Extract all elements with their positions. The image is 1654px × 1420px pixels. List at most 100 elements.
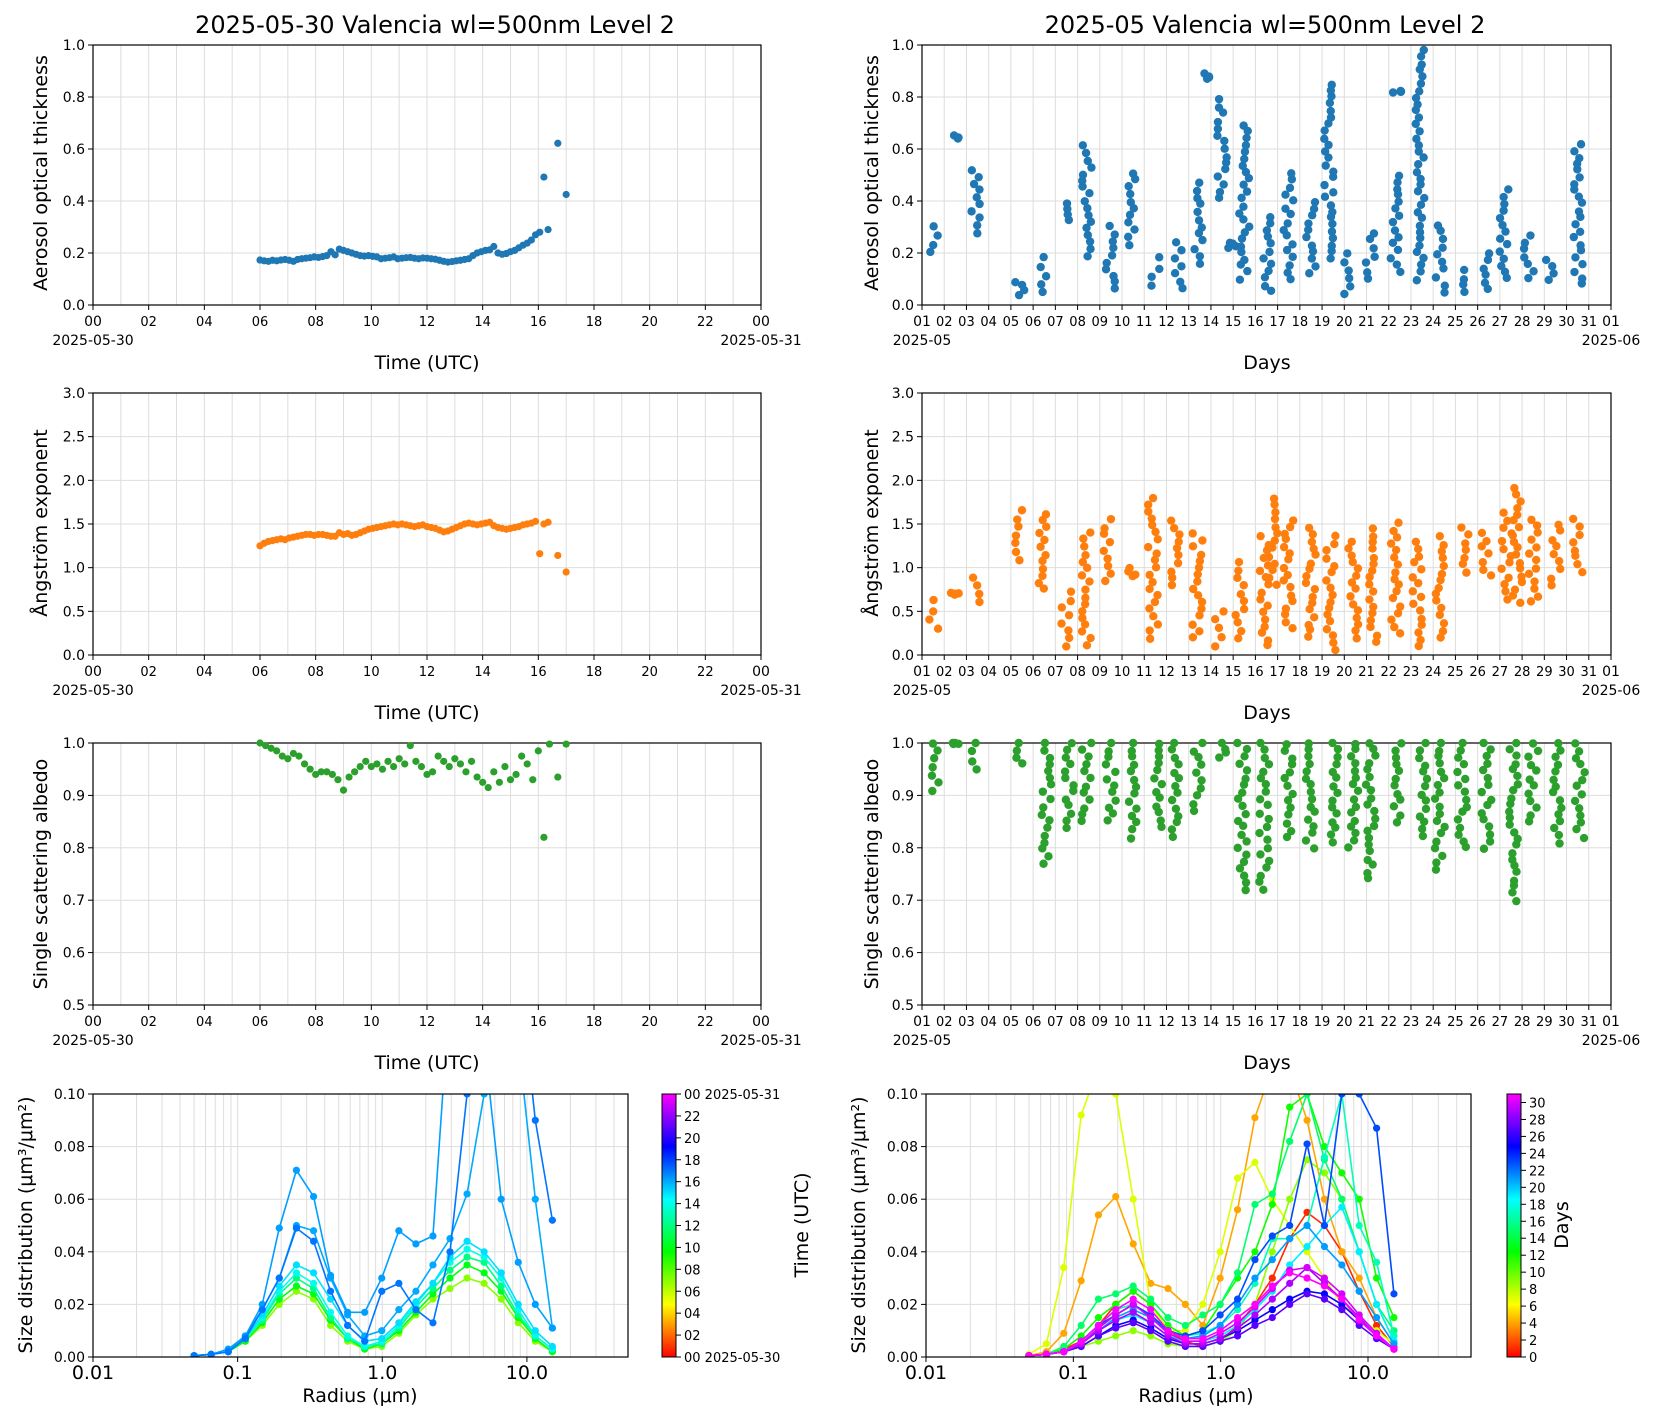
x-tick-label: 18 (1292, 1015, 1309, 1030)
size-series-point (481, 1038, 488, 1045)
y-tick-label: 1.0 (892, 736, 914, 752)
title-left: 2025-05-30 Valencia wl=500nm Level 2 (195, 11, 675, 39)
x-tick-label: 16 (530, 315, 547, 330)
monthly-aot-panel: 0.00.20.40.60.81.001 02 03 04 05 06 07 08 09 10 11… (892, 38, 1641, 349)
data-point (261, 742, 270, 750)
data-point (1109, 271, 1118, 281)
y-label-daily-ssa: Single scattering albedo (30, 759, 52, 990)
y-tick-label: 0.00 (887, 1350, 918, 1366)
data-point (1363, 855, 1372, 865)
data-point (506, 776, 515, 784)
data-point (1347, 551, 1356, 560)
x-tick-label: 06 (252, 1015, 269, 1030)
size-series-point (1372, 1258, 1381, 1266)
data-point (1153, 620, 1163, 629)
size-series-point (1355, 1321, 1363, 1330)
data-point (1261, 787, 1270, 796)
size-series-line (1028, 1094, 1395, 1357)
data-point (1087, 738, 1096, 748)
data-point (1238, 801, 1247, 811)
data-point (1514, 522, 1524, 532)
data-point (1130, 789, 1139, 798)
data-point (1064, 633, 1074, 643)
data-point (1512, 738, 1521, 748)
data-point (975, 589, 984, 599)
size-series-point (309, 1227, 318, 1235)
size-series-point (1251, 1114, 1259, 1122)
data-point (1570, 180, 1579, 189)
size-series-point (1233, 1269, 1242, 1277)
data-point (1420, 761, 1430, 771)
data-point (1326, 201, 1336, 210)
data-point (1124, 797, 1134, 806)
data-point (1571, 754, 1581, 763)
x-tick-label: 24 (1425, 665, 1442, 680)
y-tick-label: 0.2 (63, 246, 85, 262)
data-point (1040, 838, 1049, 848)
data-point (1416, 267, 1425, 276)
data-point (1264, 814, 1273, 824)
data-point (1240, 752, 1249, 761)
data-point (1544, 275, 1553, 285)
size-series-point (497, 1282, 505, 1290)
x-tick-label: 02 (936, 315, 953, 330)
data-point (1066, 809, 1076, 819)
data-point (1221, 745, 1230, 754)
colorbar-tick-label: 26 (1529, 1130, 1546, 1145)
data-point (1260, 282, 1270, 291)
size-series-point (429, 1290, 437, 1298)
data-point (1414, 578, 1423, 588)
data-point (412, 757, 420, 765)
x-tick-label: 1.0 (367, 1362, 397, 1384)
data-point (1061, 773, 1070, 783)
size-series-point (548, 1216, 556, 1224)
data-point (1066, 596, 1075, 606)
data-point (1040, 831, 1049, 841)
x-tick-label: 18 (586, 665, 603, 680)
x-tick-label: 00 (752, 664, 770, 680)
data-point (1171, 804, 1181, 813)
size-series-point (497, 1295, 505, 1303)
data-point (1390, 575, 1399, 584)
data-point (1392, 586, 1401, 596)
data-point (1353, 606, 1363, 615)
data-point (1262, 822, 1272, 832)
data-point (1192, 186, 1202, 196)
data-point (934, 778, 943, 787)
data-point (1126, 189, 1135, 199)
data-point (1547, 574, 1556, 583)
data-point (1416, 635, 1425, 645)
data-point (1508, 888, 1517, 897)
data-point (1574, 207, 1584, 216)
data-point (1340, 258, 1349, 267)
y-tick-label: 0.6 (892, 946, 914, 962)
data-point (1513, 780, 1523, 789)
data-point (1554, 739, 1563, 748)
data-point (1194, 563, 1204, 572)
data-point (1461, 774, 1470, 784)
data-point (1213, 124, 1223, 134)
colorbar-tick-label: 22 (1529, 1164, 1546, 1179)
size-series-point (480, 1094, 488, 1098)
data-point (1554, 556, 1564, 566)
data-point (1412, 276, 1422, 285)
size-series-point (344, 1332, 352, 1340)
data-point (1242, 837, 1251, 846)
data-point (1060, 767, 1070, 776)
data-point (1396, 267, 1405, 277)
size-series-point (429, 1261, 437, 1269)
size-series-point (1147, 1313, 1155, 1322)
data-point (1145, 570, 1154, 580)
data-point (1099, 546, 1108, 556)
data-point (1388, 238, 1398, 247)
data-point (1328, 796, 1337, 805)
data-point (1234, 566, 1243, 575)
size-series-point (1355, 1221, 1363, 1230)
data-point (1388, 217, 1398, 227)
data-point (1271, 523, 1280, 532)
size-series-point (531, 1332, 539, 1340)
x-label-monthly-radius: Radius (μm) (1138, 1385, 1253, 1407)
data-point (1353, 564, 1363, 573)
data-point (1330, 562, 1339, 571)
data-point (1193, 194, 1202, 203)
